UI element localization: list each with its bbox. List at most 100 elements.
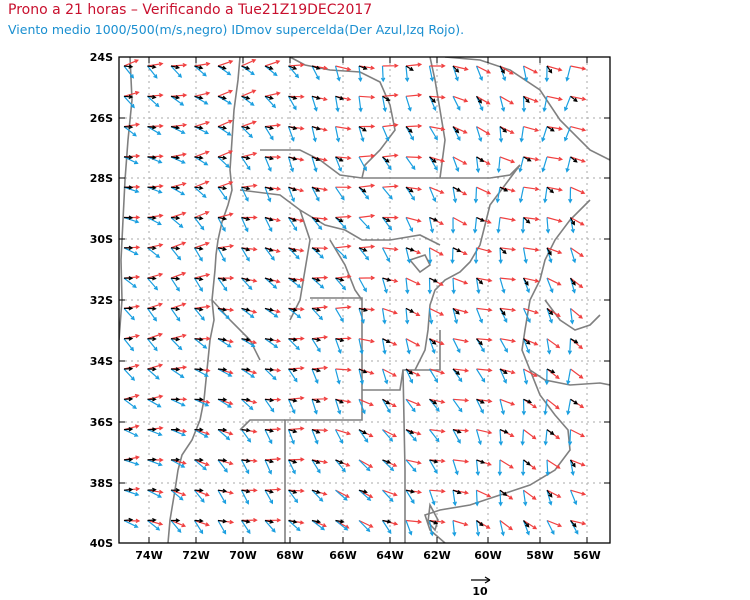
- left-mover-vector: [288, 62, 305, 68]
- mean-wind-vector: [194, 125, 204, 130]
- right-mover-vector: [522, 490, 528, 507]
- right-mover-vector: [566, 399, 572, 416]
- left-mover-vector: [546, 186, 563, 192]
- mean-wind-vector: [288, 307, 298, 312]
- right-mover-vector: [335, 217, 347, 230]
- mean-wind-vector: [241, 95, 251, 100]
- left-mover-vector: [499, 338, 517, 343]
- right-mover-vector: [545, 459, 550, 477]
- left-mover-vector: [382, 246, 399, 252]
- mean-wind-vector: [405, 186, 414, 193]
- mean-wind-vector: [123, 64, 134, 69]
- right-mover-vector: [546, 277, 554, 294]
- left-mover-vector: [546, 277, 562, 286]
- right-mover-vector: [518, 187, 525, 204]
- mean-wind-vector: [217, 216, 228, 221]
- left-mover-vector: [523, 186, 540, 192]
- mean-wind-vector: [147, 185, 157, 190]
- left-mover-vector: [382, 215, 399, 220]
- left-mover-vector: [288, 395, 305, 401]
- right-mover-vector: [241, 429, 252, 443]
- right-mover-vector: [405, 489, 415, 505]
- left-mover-vector: [288, 94, 305, 99]
- right-mover-vector: [264, 277, 278, 289]
- mean-wind-vector: [288, 277, 298, 282]
- left-mover-vector: [570, 216, 585, 226]
- mean-wind-vector: [264, 125, 275, 130]
- map-title: Prono a 21 horas – Verificando a Tue21Z1…: [8, 2, 373, 18]
- right-mover-vector: [499, 520, 505, 537]
- left-mover-vector: [499, 398, 516, 406]
- left-mover-vector: [523, 338, 539, 346]
- right-mover-vector: [498, 429, 504, 446]
- mean-wind-vector: [476, 277, 484, 285]
- right-mover-vector: [475, 308, 483, 324]
- left-mover-vector: [405, 92, 423, 98]
- mean-wind-vector: [358, 368, 368, 374]
- right-mover-vector: [522, 247, 528, 264]
- mean-wind-vector: [194, 155, 204, 160]
- left-mover-vector: [429, 488, 446, 494]
- right-mover-vector: [405, 247, 412, 264]
- right-mover-vector: [194, 368, 209, 377]
- right-mover-vector: [404, 65, 410, 83]
- mean-wind-vector: [194, 457, 204, 463]
- left-mover-vector: [476, 65, 492, 74]
- right-mover-vector: [475, 278, 481, 295]
- left-mover-vector: [499, 156, 516, 164]
- mean-wind-vector: [123, 215, 134, 220]
- right-mover-vector: [264, 459, 272, 475]
- right-mover-vector: [288, 65, 300, 79]
- right-mover-vector: [358, 429, 369, 443]
- right-mover-vector: [380, 65, 386, 83]
- mean-wind-vector: [194, 65, 204, 70]
- right-mover-vector: [358, 156, 367, 172]
- right-mover-vector: [452, 520, 457, 537]
- left-mover-vector: [546, 489, 562, 498]
- right-mover-vector: [452, 187, 458, 204]
- mean-wind-vector: [217, 125, 228, 130]
- right-mover-vector: [428, 459, 438, 474]
- mean-wind-vector: [382, 338, 391, 343]
- right-mover-vector: [147, 338, 158, 352]
- left-mover-vector: [311, 245, 329, 251]
- right-mover-vector: [264, 489, 273, 505]
- mean-wind-vector: [546, 126, 555, 132]
- left-mover-vector: [523, 126, 540, 132]
- mean-wind-vector: [382, 519, 392, 524]
- left-mover-vector: [217, 429, 234, 436]
- left-mover-vector: [546, 156, 564, 162]
- right-mover-vector: [287, 156, 295, 173]
- left-mover-vector: [335, 155, 352, 161]
- mean-wind-vector: [147, 215, 157, 221]
- left-mover-vector: [523, 247, 540, 252]
- mean-wind-vector: [311, 307, 322, 312]
- left-mover-vector: [194, 241, 210, 249]
- right-mover-vector: [358, 65, 363, 83]
- mean-wind-vector: [264, 459, 275, 464]
- mean-wind-vector: [570, 338, 579, 344]
- left-mover-vector: [405, 459, 422, 465]
- right-mover-vector: [147, 247, 161, 258]
- left-mover-vector: [452, 277, 469, 285]
- mean-wind-vector: [123, 396, 134, 402]
- right-mover-vector: [217, 156, 230, 169]
- mean-wind-vector: [570, 95, 578, 102]
- right-mover-vector: [382, 489, 394, 503]
- right-mover-vector: [452, 308, 459, 325]
- left-mover-vector: [241, 215, 258, 220]
- mean-wind-vector: [288, 489, 298, 494]
- right-mover-vector: [382, 217, 393, 231]
- mean-wind-vector: [382, 459, 392, 464]
- mean-wind-vector: [241, 519, 251, 524]
- right-mover-vector: [147, 216, 162, 226]
- left-mover-vector: [170, 489, 187, 497]
- left-mover-vector: [147, 272, 164, 279]
- right-mover-vector: [194, 459, 207, 471]
- mean-wind-vector: [171, 427, 181, 432]
- right-mover-vector: [217, 398, 232, 408]
- right-mover-vector: [311, 277, 325, 289]
- left-mover-vector: [147, 363, 164, 370]
- mean-wind-vector: [311, 156, 321, 161]
- mean-wind-vector: [311, 398, 321, 403]
